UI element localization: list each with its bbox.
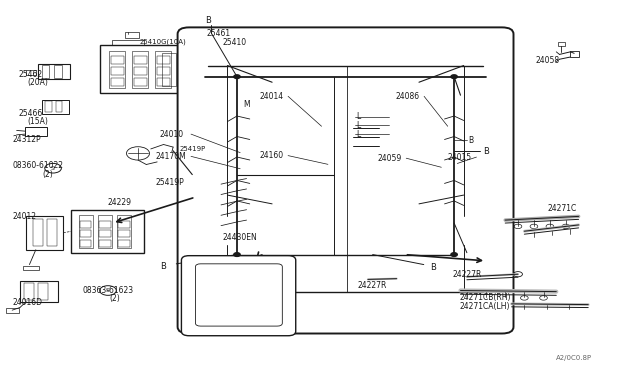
Text: 24271C: 24271C (547, 205, 577, 214)
Bar (80, 221, 92, 228)
Bar (156, 51, 172, 88)
Bar (125, 32, 140, 38)
Text: 24015: 24015 (448, 153, 472, 161)
Bar (134, 55, 147, 64)
Text: 25419P: 25419P (156, 178, 184, 187)
Bar (118, 231, 130, 237)
Text: 24227R: 24227R (453, 270, 482, 279)
Text: (2): (2) (109, 294, 120, 303)
Text: 24229: 24229 (108, 198, 132, 207)
FancyBboxPatch shape (181, 256, 296, 336)
Bar (109, 51, 125, 88)
Bar (157, 67, 170, 75)
Text: 24016D: 24016D (12, 298, 42, 307)
Text: B: B (483, 147, 489, 155)
Bar (99, 240, 111, 247)
Bar (42, 100, 69, 114)
Text: 24012: 24012 (12, 212, 36, 221)
Text: 24058: 24058 (536, 56, 560, 65)
Circle shape (234, 75, 240, 78)
Bar (45, 101, 52, 112)
Circle shape (451, 253, 458, 256)
Text: L: L (356, 130, 361, 139)
Bar (98, 215, 112, 248)
Text: 24271CB(RH): 24271CB(RH) (460, 294, 511, 302)
Bar (557, 42, 565, 46)
Bar (162, 52, 175, 86)
Text: B: B (468, 135, 474, 145)
Text: 25410G(10A): 25410G(10A) (140, 39, 187, 45)
Bar (25, 127, 47, 136)
Bar (26, 216, 63, 250)
Bar (79, 215, 93, 248)
Bar (118, 240, 130, 247)
Bar (80, 240, 92, 247)
Text: 25466: 25466 (19, 109, 43, 118)
Circle shape (451, 75, 458, 78)
Bar (42, 65, 49, 78)
Text: 24160: 24160 (259, 151, 284, 160)
Bar (47, 219, 57, 246)
Text: 25419P: 25419P (179, 146, 205, 152)
Text: A2/0C0.8P: A2/0C0.8P (556, 355, 593, 361)
Text: B: B (430, 263, 436, 272)
Bar (118, 221, 130, 228)
Bar (113, 39, 145, 45)
Text: 25410: 25410 (223, 38, 247, 47)
Text: (20A): (20A) (28, 78, 49, 87)
Bar (71, 210, 145, 253)
Bar (54, 65, 62, 78)
FancyBboxPatch shape (177, 28, 513, 334)
Bar (99, 221, 111, 228)
Text: M: M (243, 100, 250, 109)
Text: 08360-61022: 08360-61022 (12, 161, 63, 170)
Text: 24430EN: 24430EN (223, 232, 258, 242)
Text: L: L (356, 112, 361, 121)
Bar (24, 283, 34, 300)
Bar (570, 51, 579, 57)
Bar (132, 51, 148, 88)
Bar (111, 78, 124, 86)
Text: 24271CA(LH): 24271CA(LH) (460, 302, 509, 311)
Bar (157, 55, 170, 64)
Text: (15A): (15A) (28, 118, 49, 126)
Bar (100, 45, 179, 93)
Bar (38, 283, 48, 300)
Text: 25461: 25461 (207, 29, 231, 38)
Bar (33, 219, 43, 246)
Bar (117, 215, 131, 248)
Circle shape (234, 253, 240, 256)
Bar (20, 281, 58, 302)
Text: 24312P: 24312P (12, 135, 41, 144)
Text: 24014: 24014 (259, 92, 284, 101)
Text: 24170M: 24170M (156, 152, 186, 161)
Bar (38, 64, 70, 79)
Text: S: S (106, 288, 110, 293)
Text: B: B (205, 16, 211, 25)
Bar (134, 67, 147, 75)
Text: 25462: 25462 (19, 70, 43, 79)
Text: 24227R: 24227R (357, 281, 387, 290)
Bar (134, 78, 147, 86)
Text: 24086: 24086 (396, 92, 419, 101)
Bar (6, 308, 19, 313)
Text: 24059: 24059 (378, 154, 402, 163)
Bar (23, 266, 39, 270)
Bar (56, 101, 62, 112)
Text: B: B (161, 262, 166, 271)
Bar (80, 231, 92, 237)
Text: 08363-61623: 08363-61623 (83, 286, 134, 295)
Text: (2): (2) (42, 170, 53, 179)
Text: L: L (356, 121, 361, 130)
Text: 24010: 24010 (159, 129, 183, 139)
Bar (157, 78, 170, 86)
Bar (99, 231, 111, 237)
Bar (111, 67, 124, 75)
Bar (26, 70, 36, 75)
Bar (111, 55, 124, 64)
Text: S: S (51, 166, 55, 171)
